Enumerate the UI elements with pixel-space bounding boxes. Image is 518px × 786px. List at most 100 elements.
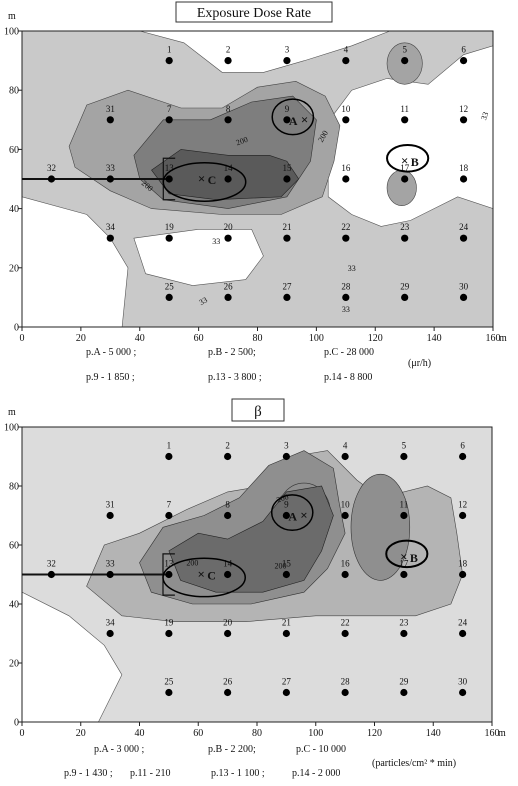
note: p.A - 3 000 ;: [94, 744, 145, 755]
measurement-point: [283, 116, 291, 124]
y-tick-label: 0: [14, 718, 19, 729]
contour-label: 33: [212, 237, 220, 246]
point-label: 4: [343, 441, 348, 451]
measurement-point: [224, 629, 232, 638]
point-label: 31: [106, 104, 115, 114]
measurement-point: [224, 511, 232, 520]
point-label: 13: [165, 163, 175, 173]
point-label: 17: [400, 163, 410, 173]
note: p.C - 10 000: [296, 744, 346, 755]
measurement-point: [165, 57, 173, 65]
measurement-point: [224, 570, 232, 579]
measurement-point: [283, 234, 291, 242]
point-label: 3: [284, 441, 289, 451]
point-label: 6: [460, 441, 465, 451]
point-label: 4: [344, 45, 349, 55]
x-tick-label: 140: [426, 728, 441, 739]
measurement-point: [459, 57, 468, 65]
measurement-point: [401, 116, 409, 124]
measurement-point: [400, 629, 408, 638]
measurement-point: [341, 629, 349, 638]
point-label: 24: [458, 618, 468, 628]
measurement-point: [165, 175, 173, 183]
measurement-point: [283, 175, 291, 183]
point-label: 34: [106, 618, 116, 628]
x-tick-label: 0: [20, 728, 25, 739]
point-label: 22: [341, 222, 350, 232]
y-tick-label: 20: [9, 263, 19, 274]
point-label: 17: [399, 559, 409, 569]
point-label: 26: [223, 677, 233, 687]
measurement-point: [459, 293, 468, 301]
x-tick-label: 100: [309, 333, 324, 344]
measurement-point: [342, 57, 350, 65]
measurement-point: [401, 57, 409, 65]
measurement-point: [283, 57, 291, 65]
measurement-point: [341, 511, 349, 520]
x-tick-label: 20: [76, 333, 86, 344]
point-label: 33: [106, 559, 116, 569]
point-label: 7: [167, 104, 172, 114]
point-label: 20: [223, 618, 233, 628]
marker-cross-b: ×: [400, 549, 407, 564]
measurement-point: [400, 570, 408, 579]
x-tick-label: 20: [76, 728, 86, 739]
marker-cross-c: ×: [197, 567, 204, 582]
plot-area: [22, 31, 493, 327]
point-label: 34: [106, 222, 116, 232]
point-label: 23: [400, 222, 410, 232]
point-label: 20: [224, 222, 234, 232]
point-label: 11: [400, 104, 409, 114]
chart-panel-2: β0 20 40 60 80 100 120 140 160m020406080100m2002…: [4, 398, 506, 779]
measurement-point: [459, 688, 467, 697]
measurement-point: [165, 293, 173, 301]
y-axis-unit: m: [8, 407, 16, 418]
y-tick-label: 20: [9, 659, 19, 670]
x-tick-label: 120: [367, 728, 382, 739]
point-label: 26: [224, 281, 234, 291]
contour-level-4: [168, 485, 334, 593]
marker-ellipse-a: [271, 98, 315, 136]
point-label: 14: [224, 163, 234, 173]
unit-label: (μr/h): [408, 358, 431, 369]
measurement-point: [283, 293, 291, 301]
measurement-point: [224, 234, 232, 242]
point-label: 5: [402, 45, 407, 55]
point-label: 21: [282, 222, 291, 232]
point-label: 24: [459, 222, 469, 232]
y-tick-label: 40: [9, 600, 19, 611]
x-tick-label: 160: [486, 333, 501, 344]
measurement-point: [459, 116, 468, 124]
marker-ellipse-c: [162, 557, 246, 598]
y-tick-label: 100: [4, 423, 19, 434]
point-label: 16: [341, 163, 351, 173]
measurement-point: [224, 688, 232, 697]
x-tick-label: 160: [485, 728, 500, 739]
measurement-point: [401, 234, 409, 242]
y-axis-unit: m: [8, 11, 16, 22]
marker-label-b: B: [411, 155, 419, 169]
point-label: 30: [459, 281, 469, 291]
measurement-point: [47, 570, 55, 579]
measurement-point: [459, 452, 467, 461]
measurement-point: [342, 234, 350, 242]
note: p.9 - 1 430 ;: [64, 768, 113, 779]
y-tick-label: 60: [9, 541, 19, 552]
measurement-point: [459, 234, 468, 242]
point-label: 27: [282, 281, 292, 291]
measurement-point: [341, 688, 349, 697]
marker-cross-a: ×: [301, 112, 308, 127]
point-label: 12: [458, 500, 467, 510]
x-tick-label: 40: [135, 333, 145, 344]
point-label: 28: [341, 281, 351, 291]
measurement-point: [400, 452, 408, 461]
marker-ellipse-c: [162, 161, 247, 202]
point-label: 5: [402, 441, 407, 451]
measurement-point: [165, 629, 173, 638]
measurement-point: [282, 629, 290, 638]
point-label: 15: [282, 559, 292, 569]
marker-ellipse-b: [386, 143, 430, 173]
contour-level-4: [151, 149, 300, 201]
measurement-point: [106, 116, 114, 124]
